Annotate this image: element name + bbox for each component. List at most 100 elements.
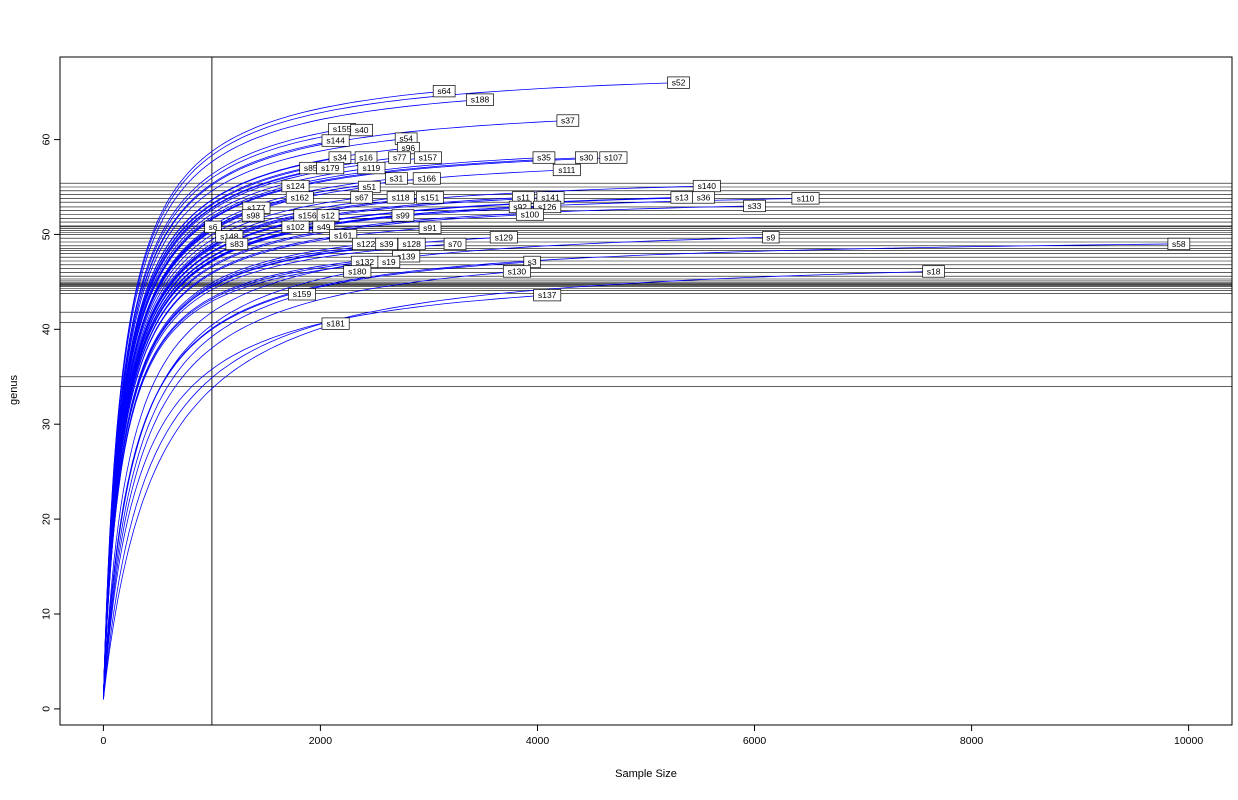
curve-label-box: [432, 85, 456, 98]
curve-label-box: [743, 199, 766, 213]
curve-label: s156: [298, 211, 317, 221]
curve-label: s110: [797, 193, 815, 203]
curve-label-box: [489, 231, 518, 244]
curve-label-box: [762, 231, 780, 244]
curve-label-box: [533, 200, 562, 214]
y-tick-label: 20: [41, 513, 53, 525]
curve-label: s19: [382, 257, 396, 267]
curve-label: s35: [537, 153, 551, 163]
rarefaction-curve-s19: [103, 261, 389, 700]
curve-label-box: [667, 76, 690, 89]
rarefaction-curve-s85: [103, 167, 311, 700]
curve-label: s102: [286, 222, 305, 232]
x-tick-label: 6000: [743, 735, 767, 747]
curve-label: s177: [247, 203, 266, 213]
curve-label: s124: [286, 181, 305, 191]
rarefaction-curve-s110: [103, 198, 806, 700]
x-tick-label: 0: [100, 735, 106, 747]
rarefaction-curve-s3: [103, 261, 533, 700]
curve-label: s31: [390, 174, 404, 184]
curve-label: s49: [317, 222, 331, 232]
curve-label: s118: [392, 192, 410, 202]
y-tick-label: 50: [41, 228, 53, 240]
curve-label-box: [321, 317, 350, 330]
curve-label: s96: [401, 143, 415, 153]
curve-label: s51: [362, 182, 376, 192]
curve-label: s157: [419, 153, 438, 163]
curve-label-box: [599, 151, 628, 164]
x-tick-label: 8000: [960, 735, 984, 747]
curve-label: s139: [397, 251, 416, 261]
rarefaction-curve-s18: [103, 271, 934, 700]
curve-label: s99: [396, 211, 410, 221]
curve-label: s129: [495, 232, 514, 242]
curve-label: s130: [508, 266, 527, 276]
curve-label: s107: [604, 153, 623, 163]
curve-label: s36: [697, 192, 711, 202]
curve-label: s3: [528, 257, 537, 267]
rarefaction-curve-s9: [103, 236, 771, 700]
curve-label: s33: [748, 201, 762, 211]
curve-label-box: [316, 161, 345, 175]
curve-label-box: [515, 208, 544, 221]
curve-label: s151: [421, 192, 440, 202]
curve-label: s92: [513, 202, 527, 212]
curve-label: s13: [675, 192, 689, 202]
curve-label: s39: [380, 239, 394, 249]
rarefaction-curve-s130: [103, 271, 517, 700]
curve-label: s58: [1172, 239, 1186, 249]
curve-label: s85: [304, 163, 318, 173]
curve-label: s9: [766, 232, 775, 242]
curve-label: s119: [362, 163, 380, 173]
curve-label-box: [418, 221, 442, 234]
curve-label: s126: [538, 202, 557, 212]
curve-label-box: [397, 237, 426, 251]
curve-label-box: [552, 163, 581, 177]
curve-label-box: [575, 151, 598, 164]
curve-label-box: [412, 172, 441, 185]
curve-label-box: [502, 265, 531, 278]
curve-label-box: [413, 151, 442, 164]
x-axis-title: Sample Size: [615, 768, 677, 780]
curve-label: s91: [423, 223, 437, 233]
y-tick-label: 0: [41, 706, 53, 712]
curve-label: s122: [357, 239, 376, 249]
curve-label-box: [922, 265, 945, 278]
rarefaction-curve-s37: [103, 120, 568, 700]
curve-label-box: [281, 220, 310, 233]
curve-label-box: [329, 229, 358, 242]
curve-label-box: [443, 237, 467, 251]
curve-label-box: [556, 114, 580, 127]
curve-label: s140: [698, 181, 717, 191]
curve-label: s111: [558, 165, 575, 175]
curve-label: s141: [541, 192, 560, 202]
rarefaction-curve-s181: [103, 323, 336, 700]
curve-label: s166: [418, 174, 437, 184]
curve-label-box: [388, 151, 411, 164]
rarefaction-curve-s148: [103, 235, 230, 700]
curve-label: s64: [437, 86, 451, 96]
curve-label-box: [533, 289, 562, 302]
curve-label-box: [391, 209, 415, 222]
curve-label: s100: [521, 210, 540, 220]
curve-label: s155: [333, 124, 352, 134]
curve-label: s159: [293, 289, 312, 299]
curve-label-box: [791, 192, 820, 205]
x-tick-label: 4000: [526, 735, 550, 747]
plot-border: [59, 56, 1233, 726]
rarefaction-curve-s54: [103, 138, 407, 700]
curve-label: s144: [326, 136, 345, 146]
curve-label-box: [692, 191, 715, 204]
curve-label: s52: [672, 78, 686, 88]
curve-label: s137: [538, 290, 557, 300]
curve-label-box: [225, 237, 249, 251]
y-tick-label: 60: [41, 134, 53, 146]
curve-label: s77: [393, 153, 407, 163]
curve-label: s34: [333, 153, 347, 163]
curve-label-box: [375, 237, 398, 251]
x-tick-label: 2000: [309, 735, 333, 747]
rarefaction-curve-s159: [103, 293, 303, 700]
curve-label: s83: [230, 239, 244, 249]
rarefaction-curve-s140: [103, 185, 707, 700]
